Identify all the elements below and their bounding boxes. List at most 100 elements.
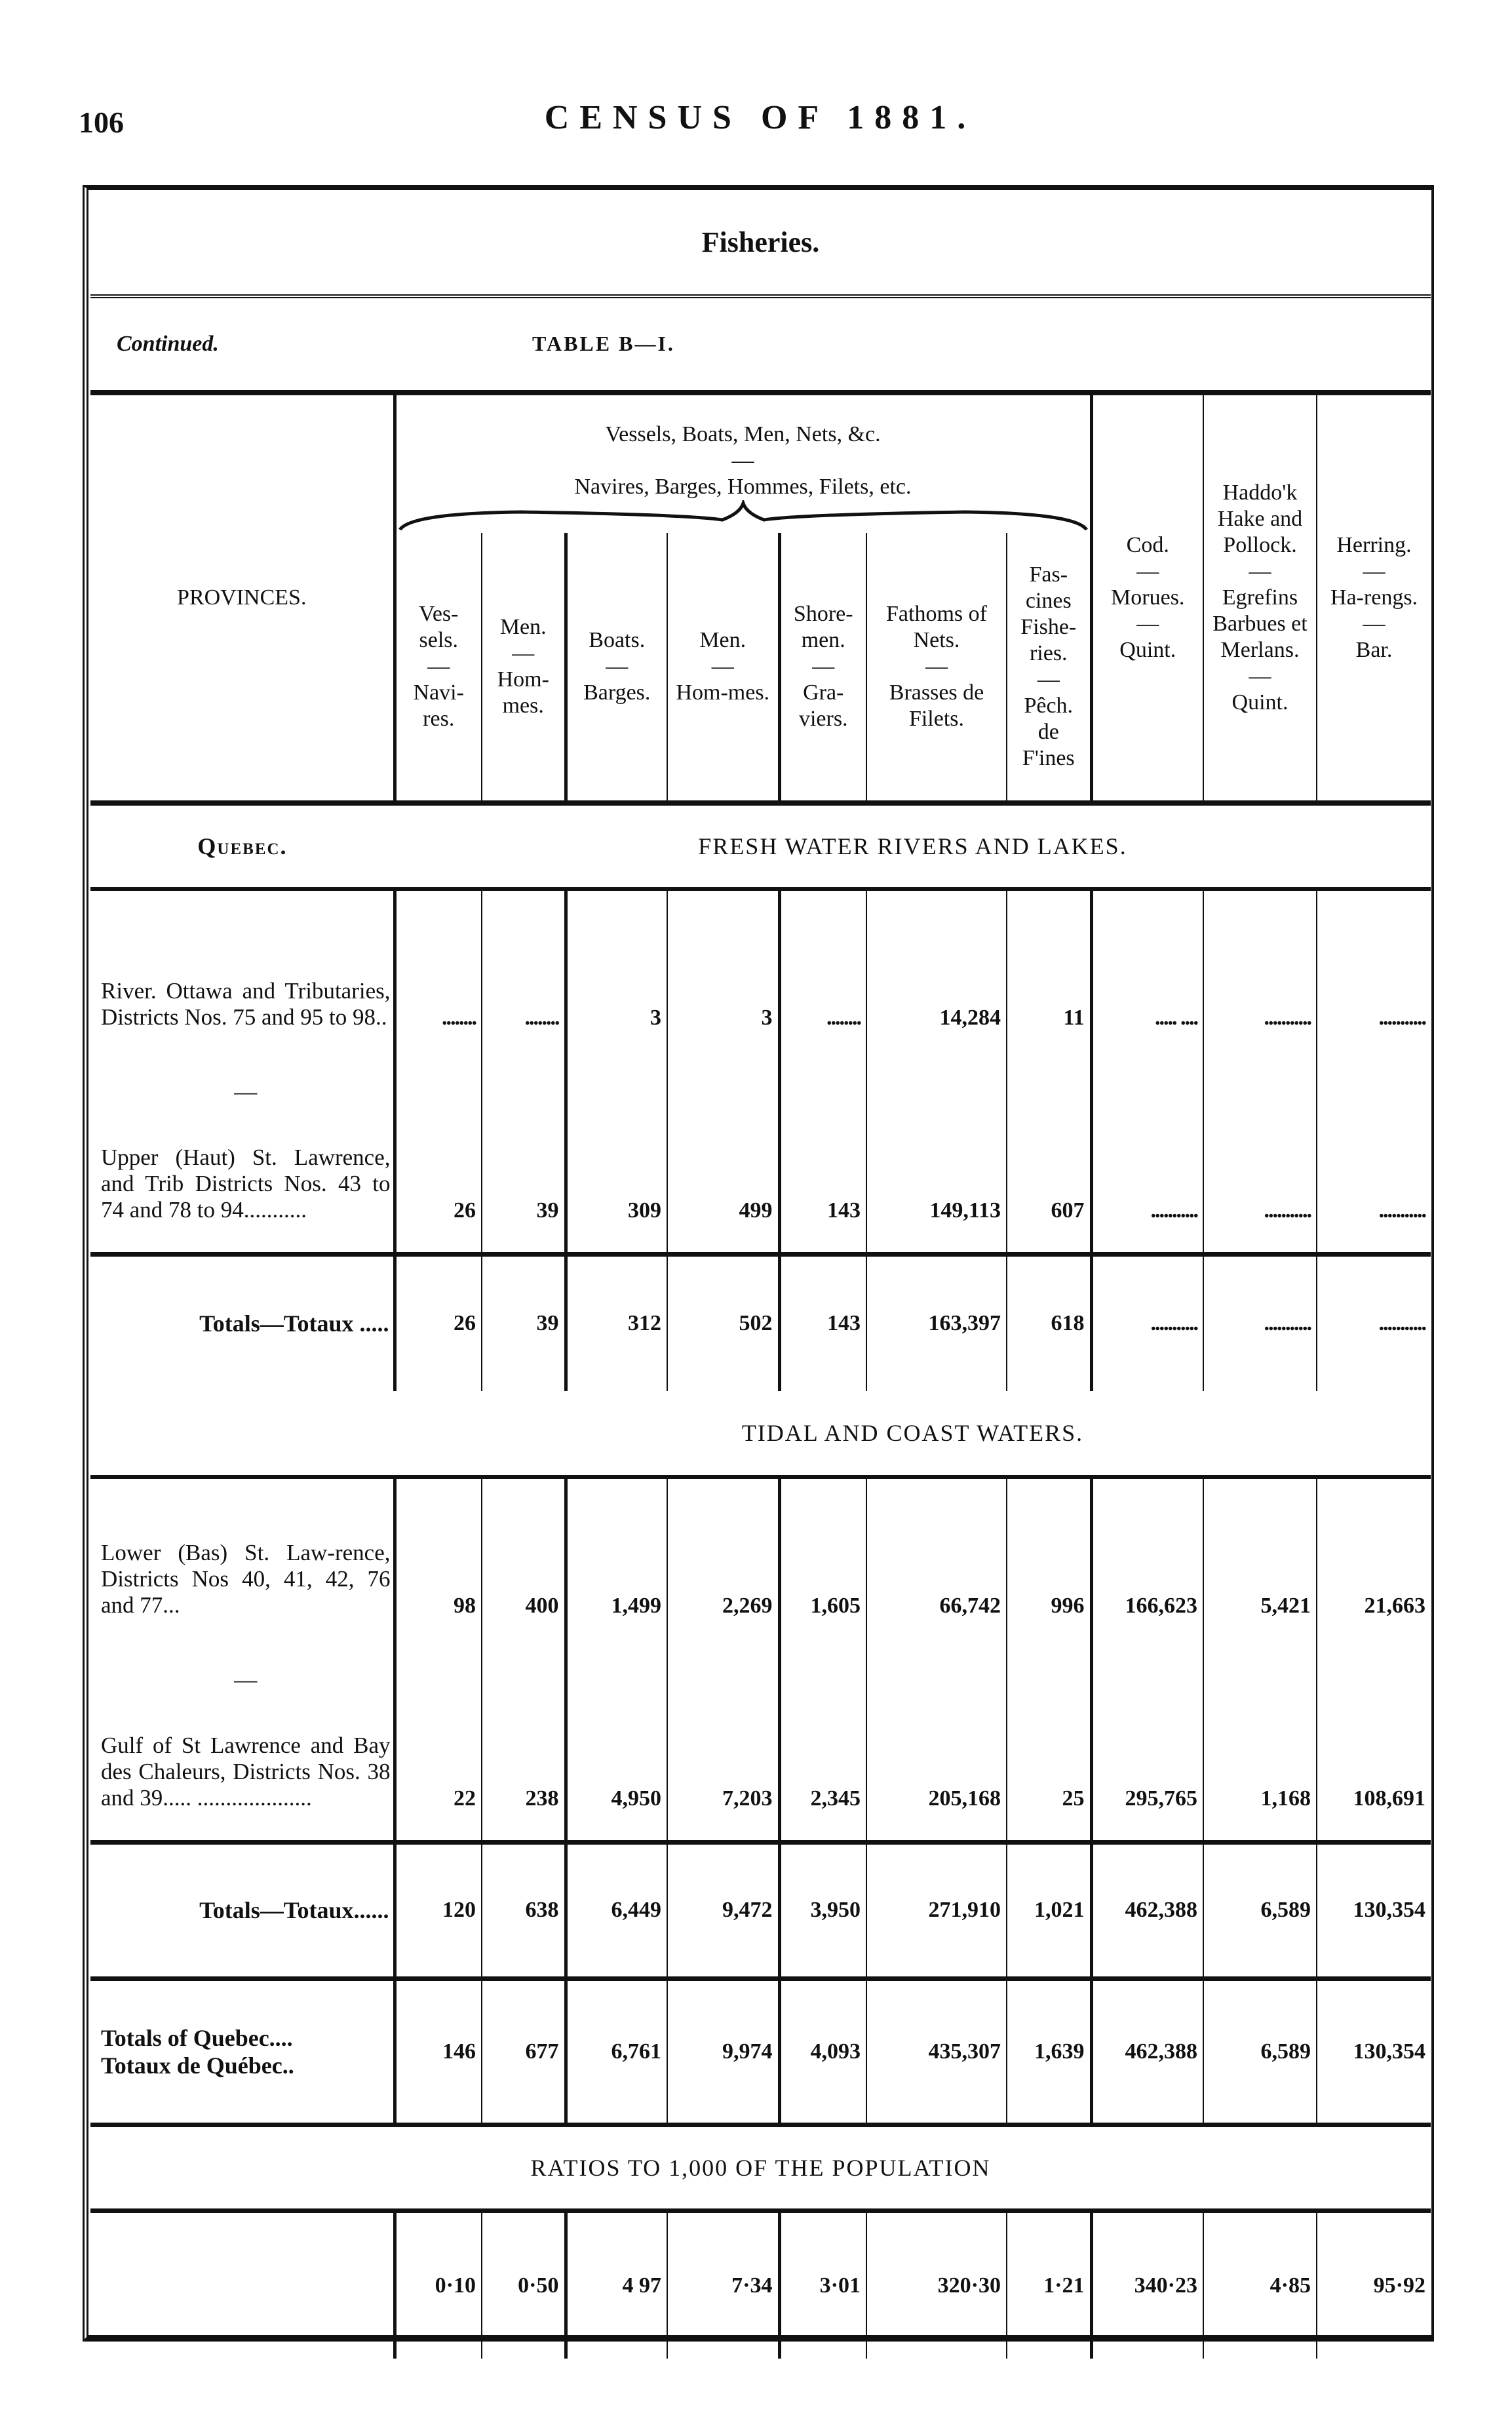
dash: —	[234, 1079, 258, 1105]
value-cell: 340·23	[1089, 2208, 1203, 2359]
row-label: Gulf of St Lawrence and Bay des Chaleurs…	[101, 1732, 391, 1811]
value-cell: 39	[481, 1252, 566, 1391]
subcolumn-header: Shore-men. — Gra-viers.	[777, 533, 866, 806]
subcolumn-fr: Barges.	[583, 680, 651, 705]
group-header-en: Vessels, Boats, Men, Nets, &c.	[605, 422, 881, 446]
section-band: Quebec. FRESH WATER RIVERS AND LAKES.	[90, 803, 1431, 891]
value-cell: 21,663	[1316, 1476, 1431, 1667]
value-cell: 14,284	[866, 889, 1007, 1079]
subcolumn-header: Fathoms of Nets. — Brasses de Filets.	[866, 533, 1007, 806]
value-cell: 66,742	[866, 1476, 1007, 1667]
value-cell: 9,974	[667, 1976, 779, 2125]
value-cell: 205,168	[866, 1666, 1007, 1842]
dash: —	[1249, 559, 1271, 583]
value-cell: 163,397	[866, 1252, 1007, 1391]
value-cell: 3	[667, 889, 779, 1079]
value-cell: 95·92	[1316, 2208, 1431, 2359]
provinces-header: PROVINCES.	[90, 393, 395, 806]
dash: —	[1136, 612, 1159, 636]
value-cell: ...........	[1316, 889, 1431, 1079]
subcolumn-fr: Gra-viers.	[798, 680, 848, 731]
value-cell: 295,765	[1089, 1666, 1203, 1842]
fish-column-fr: Egrefins Barbues et Merlans.	[1212, 585, 1308, 662]
fish-column-unit: Quint.	[1119, 638, 1176, 662]
subcolumn-header: Ves-sels. — Navi-res.	[393, 533, 482, 806]
ratios-row: 0·10 0·50 4 97 7·34 3·01 320·30 1·21 340·23 4·85…	[90, 2208, 1431, 2359]
subcolumn-fr: Brasses de Filets.	[889, 680, 984, 731]
subcolumn-en: Ves-sels.	[419, 602, 459, 652]
row-label: River. Ottawa and Tributaries, Districts…	[101, 978, 391, 1030]
value-cell: ...........	[1089, 1252, 1203, 1391]
table-row: River. Ottawa and Tributaries, Districts…	[90, 889, 1431, 1079]
value-cell: ...........	[1089, 1079, 1203, 1255]
value-cell: 4·85	[1203, 2208, 1317, 2359]
dash: —	[812, 654, 835, 678]
section-band: TIDAL AND COAST WATERS.	[90, 1390, 1431, 1479]
group-header: Vessels, Boats, Men, Nets, &c. — Navires…	[393, 393, 1091, 533]
section-title: TIDAL AND COAST WATERS.	[395, 1390, 1431, 1479]
subcolumn-header: Men. — Hom-mes.	[667, 533, 779, 806]
value-cell: 0·50	[481, 2208, 566, 2359]
value-cell: 1,639	[1006, 1976, 1091, 2125]
totals-row: Totals—Totaux ..... 26 39 312 502 143 163,397 6…	[90, 1252, 1431, 1391]
value-cell: 120	[393, 1839, 482, 1978]
continued-label: Continued.	[90, 296, 395, 395]
subcolumn-header: Fas-cines Fishe-ries. — Pêch. de F'ines	[1006, 533, 1091, 806]
value-cell: ...........	[1203, 1252, 1317, 1391]
value-cell: 2,345	[777, 1666, 866, 1842]
value-cell: ........	[481, 889, 566, 1079]
subcolumn-en: Men.	[699, 628, 746, 652]
value-cell: 607	[1006, 1079, 1091, 1255]
fisheries-table: Fisheries. Continued. TABLE B—I. PROVINC…	[90, 190, 1431, 2359]
value-cell: 6,761	[564, 1976, 667, 2125]
dash: —	[1363, 559, 1386, 583]
value-cell: 26	[393, 1079, 482, 1255]
totals-label-en: Totals of Quebec....	[101, 2024, 293, 2051]
value-cell: ...........	[1316, 1252, 1431, 1391]
dash: —	[925, 654, 948, 678]
dash: —	[1249, 664, 1271, 688]
fish-column-en: Cod.	[1126, 533, 1169, 557]
row-label: Upper (Haut) St. Lawrence, and Trib Dist…	[101, 1145, 391, 1223]
subcolumn-fr: Pêch. de F'ines	[1022, 694, 1075, 770]
subcolumn-en: Shore-men.	[793, 602, 853, 652]
value-cell: 677	[481, 1976, 566, 2125]
subcolumn-fr: Navi-res.	[413, 680, 464, 731]
totals-label: Totals—Totaux......	[90, 1839, 395, 1978]
subcolumn-en: Fathoms of Nets.	[886, 602, 987, 652]
page-title: CENSUS OF 1881.	[544, 99, 977, 136]
row-label-cell: Lower (Bas) St. Law-rence, Districts Nos…	[90, 1477, 395, 1667]
value-cell: 6,449	[564, 1839, 667, 1978]
dash: —	[711, 654, 734, 678]
value-cell: 146	[393, 1976, 482, 2125]
value-cell: 108,691	[1316, 1666, 1431, 1842]
value-cell: 1,168	[1203, 1666, 1317, 1842]
totals-label: Totals—Totaux .....	[90, 1252, 395, 1391]
ratios-band: RATIOS TO 1,000 OF THE POPULATION	[90, 2122, 1431, 2212]
value-cell: 11	[1006, 889, 1091, 1079]
dash: —	[1363, 612, 1386, 636]
row-label-cell: — Upper (Haut) St. Lawrence, and Trib Dis…	[90, 1079, 395, 1255]
value-cell: 98	[393, 1476, 482, 1667]
table-row: — Upper (Haut) St. Lawrence, and Trib Dis…	[90, 1079, 1431, 1255]
value-cell: 143	[777, 1252, 866, 1391]
dash: —	[731, 448, 754, 473]
fish-column-unit: Bar.	[1355, 638, 1393, 662]
value-cell: 7·34	[667, 2208, 779, 2359]
value-cell: 435,307	[866, 1976, 1007, 2125]
subcolumn-header: Boats. — Barges.	[564, 533, 667, 806]
subcolumn-fr: Hom-mes.	[676, 680, 770, 705]
value-cell: 462,388	[1089, 1976, 1203, 2125]
value-cell: 638	[481, 1839, 566, 1978]
haddock-header: Haddo'k Hake and Pollock. — Egrefins Barbu…	[1203, 393, 1317, 806]
dash: —	[1037, 667, 1060, 692]
value-cell: 400	[481, 1476, 566, 1667]
value-cell: 6,589	[1203, 1976, 1317, 2125]
value-cell: 6,589	[1203, 1839, 1317, 1978]
province-label	[90, 1390, 395, 1479]
value-cell: 22	[393, 1666, 482, 1842]
value-cell: 309	[564, 1079, 667, 1255]
value-cell: 149,113	[866, 1079, 1007, 1255]
group-header-fr: Navires, Barges, Hommes, Filets, etc.	[574, 475, 912, 499]
value-cell: 2,269	[667, 1476, 779, 1667]
